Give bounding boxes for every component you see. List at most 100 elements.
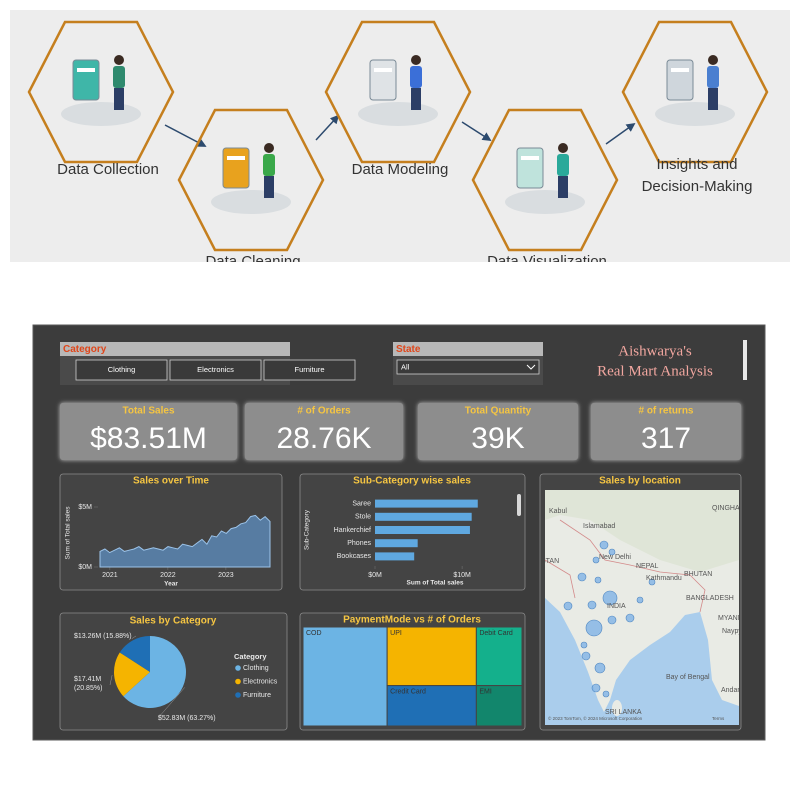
slicer-option[interactable]: Furniture (294, 365, 324, 374)
map-border (545, 519, 706, 613)
map-island (612, 700, 622, 716)
person-head (708, 55, 718, 65)
illustration (516, 147, 544, 189)
pie-slice (114, 652, 150, 697)
location-bubble (592, 556, 600, 564)
hexagon (621, 20, 769, 164)
legend-label: Furniture (243, 692, 271, 699)
hexagon (471, 108, 619, 252)
bar (375, 526, 470, 534)
legend-title: Category (234, 652, 267, 661)
bar (375, 512, 472, 521)
treemap-label: EMI (479, 688, 492, 695)
panel-title: PaymentMode vs # of Orders (343, 615, 481, 626)
data-label: $17.41M (20.85%) (74, 676, 103, 692)
map-water (545, 598, 739, 725)
map-label: MYANMA (718, 615, 749, 622)
map-label: Andaman Sea (721, 687, 765, 694)
slicer-option[interactable]: Electronics (197, 365, 234, 374)
treemap-cell (386, 626, 477, 687)
step-label: Data Modeling (352, 161, 449, 178)
map-label: Naypyidaw (722, 628, 757, 635)
location-bubble (563, 601, 573, 611)
treemap-label: COD (306, 630, 322, 637)
person-head (558, 143, 568, 153)
treemap-label: Credit Card (390, 688, 426, 695)
kpi-value: 317 (641, 422, 691, 455)
illustration-shadow (358, 102, 438, 126)
kpi-card (245, 403, 403, 460)
state-dropdown[interactable]: All (396, 359, 540, 375)
axis-title: Sub-Category (304, 509, 311, 550)
treemap-label: Debit Card (479, 630, 513, 637)
step-label: Decision-Making (642, 178, 753, 195)
map-label: QINGHAI (712, 505, 742, 512)
scrollbar (517, 494, 521, 516)
x-tick-label: 2021 (102, 572, 118, 579)
legend-label: Electronics (243, 678, 278, 685)
y-tick-label: Bookcases (337, 553, 372, 560)
leader-line (109, 675, 113, 686)
panel-title: Sales over Time (133, 476, 209, 487)
hexagon (27, 20, 175, 164)
illustration (666, 59, 694, 101)
y-tick-label: Phones (347, 540, 371, 547)
illustration-shadow (655, 102, 735, 126)
x-tick-label: $0M (368, 572, 382, 579)
illustration (369, 59, 397, 101)
slicer-title: State (396, 344, 421, 355)
person-body (410, 66, 422, 88)
kpi-label: # of returns (638, 406, 693, 417)
y-tick-label: Stole (355, 514, 371, 521)
panel-title: Sales by location (599, 476, 681, 487)
map-label: Kabul (549, 508, 567, 515)
y-tick-label: $5M (78, 504, 92, 511)
person-legs (708, 88, 718, 110)
illustration (72, 59, 100, 101)
map-attribution: © 2023 TomTom, © 2024 Microsoft Corporat… (548, 715, 643, 721)
legend-swatch (235, 678, 241, 685)
area (99, 514, 271, 568)
person-legs (264, 176, 274, 198)
person-body (113, 66, 125, 88)
person-legs (411, 88, 421, 110)
bar (375, 539, 418, 548)
location-bubble (594, 576, 602, 584)
axis-title: Year (164, 581, 178, 588)
map-terrain (545, 490, 739, 572)
person-body (557, 154, 569, 176)
dropdown-box[interactable] (396, 359, 540, 375)
location-bubble (608, 548, 616, 556)
data-label: $52.83M (63.27%) (158, 715, 216, 722)
dropdown-value[interactable]: All (401, 362, 410, 371)
kpi-label: # of Orders (297, 406, 351, 417)
slicer-option[interactable]: Clothing (108, 365, 136, 374)
location-bubble (625, 613, 635, 623)
legend-swatch (235, 665, 241, 671)
map-label: SRI LANKA (605, 709, 642, 716)
pie-slice (123, 636, 186, 708)
dropdown-caret[interactable] (526, 364, 536, 370)
treemap-label: UPI (390, 630, 402, 637)
location-bubble (599, 540, 609, 550)
illustration-shadow (505, 190, 585, 214)
slicer-button[interactable] (169, 359, 262, 381)
illustration-shadow (211, 190, 291, 214)
map-label: Bay of Bengal (666, 674, 710, 681)
slicer-button[interactable] (263, 359, 356, 381)
illustration (77, 68, 95, 72)
slicer-button[interactable] (75, 359, 168, 381)
map-label: STAN (541, 558, 559, 565)
hexagon (324, 20, 472, 164)
slicer-header (393, 342, 543, 356)
map-terms[interactable]: Terms (712, 716, 725, 721)
x-tick-label: 2023 (218, 572, 234, 579)
location-bubble (587, 600, 597, 610)
treemap-cell (302, 626, 388, 727)
map-label: New Delhi (599, 554, 631, 561)
kpi-value: $83.51M (90, 422, 207, 455)
treemap-cell (386, 685, 477, 727)
axis-title: Sum of Total sales (407, 580, 464, 587)
panel-title: Sub-Category wise sales (353, 476, 471, 487)
location-bubble (581, 651, 591, 661)
